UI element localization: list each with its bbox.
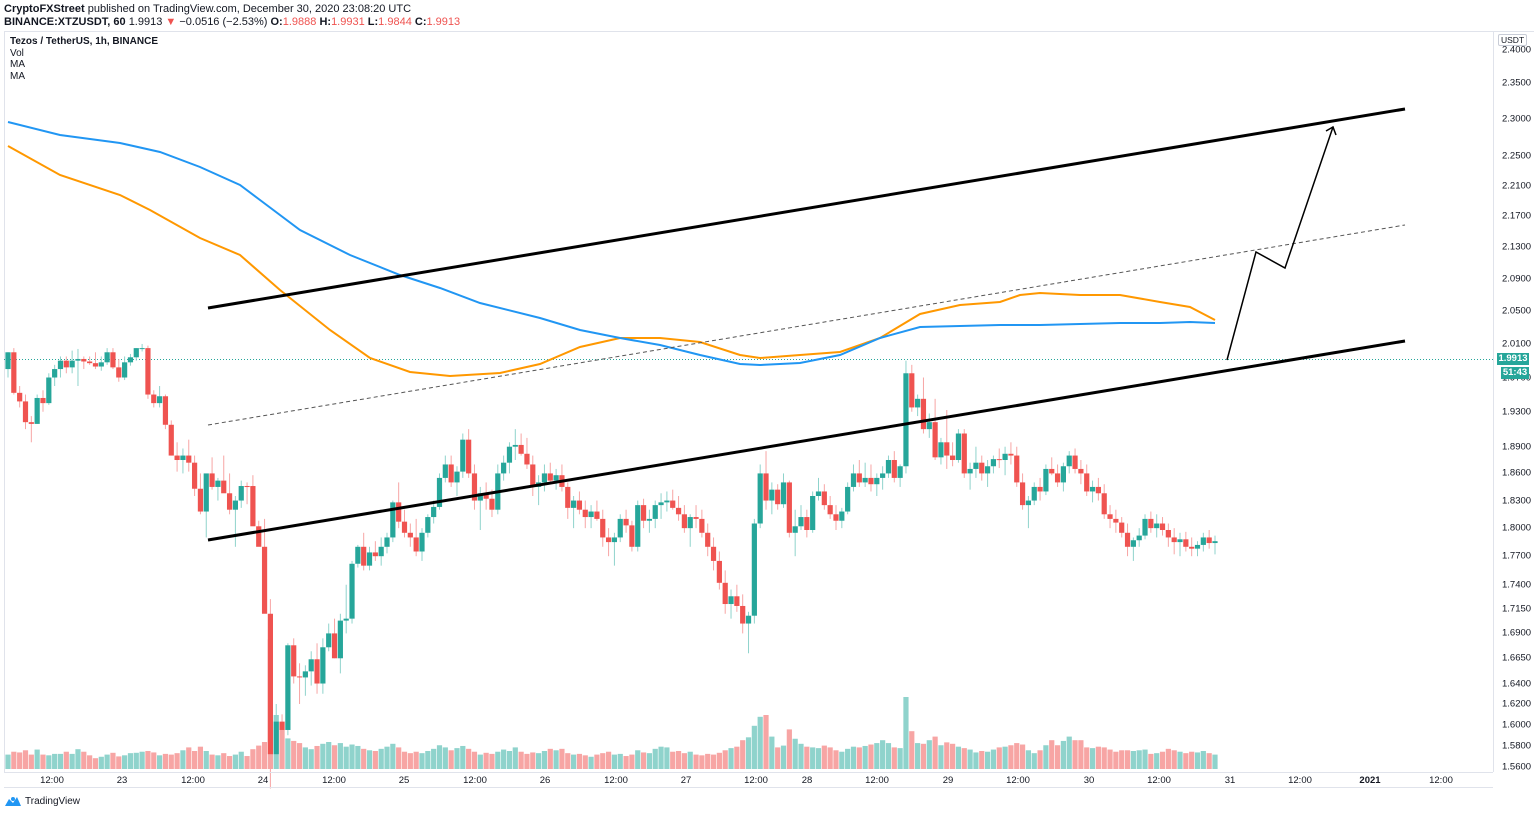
time-tick-label: 26 — [539, 775, 551, 786]
ma-fast-line — [7, 145, 1216, 378]
chart-frame — [4, 31, 1534, 772]
price-tick-label: 1.8600 — [1502, 467, 1532, 479]
tradingview-logo[interactable]: TradingView — [4, 795, 80, 807]
price-tick-label: 2.1300 — [1502, 241, 1532, 253]
projection-arrow-path[interactable] — [1226, 126, 1334, 361]
price-tick-label: 2.3000 — [1502, 113, 1532, 125]
time-tick-label: 12:00 — [1429, 775, 1453, 786]
price-tick-label: 1.6650 — [1502, 652, 1532, 664]
time-tick-label: 12:00 — [744, 775, 768, 786]
time-tick-label: 31 — [1224, 775, 1236, 786]
time-tick-label: 24 — [257, 775, 269, 786]
channel-midline-dashed[interactable] — [207, 224, 1406, 426]
price-tick-label: 2.2100 — [1502, 180, 1532, 192]
current-price-tag: 1.9913 — [1497, 353, 1529, 365]
price-tick-label: 1.8900 — [1502, 441, 1532, 453]
price-tick-label: 1.6900 — [1502, 627, 1532, 639]
time-tick-label: 12:00 — [1147, 775, 1171, 786]
time-tick-label: 28 — [801, 775, 813, 786]
volume-bars — [5, 639, 1218, 769]
price-tick-label: 1.7150 — [1502, 603, 1532, 615]
price-change: −0.0516 (−2.53%) — [179, 16, 268, 28]
time-tick-label: 12:00 — [181, 775, 205, 786]
price-tick-label: 2.1700 — [1502, 210, 1532, 222]
time-tick-label: 12:00 — [463, 775, 487, 786]
symbol-header: BINANCE:XTZUSDT, 60 1.9913 ▼ −0.0516 (−2… — [4, 16, 460, 29]
candle-countdown-tag: 51:43 — [1501, 367, 1529, 379]
last-price: 1.9913 — [128, 16, 163, 28]
ohlc-open: 1.9888 — [282, 16, 317, 28]
ohlc-high-key: H: — [319, 16, 332, 28]
ohlc-open-key: O: — [270, 16, 283, 28]
legend-title: Tezos / TetherUS, 1h, BINANCE — [10, 36, 158, 47]
price-tick-label: 2.3500 — [1502, 77, 1532, 89]
time-tick-label: 2021 — [1359, 775, 1381, 786]
symbol-label: BINANCE:XTZUSDT, 60 — [4, 16, 126, 28]
price-tick-label: 2.0500 — [1502, 305, 1532, 317]
arrow-head-icon — [1325, 125, 1337, 136]
price-tick-label: 1.8000 — [1502, 522, 1532, 534]
publish-header: CryptoFXStreet published on TradingView.… — [4, 3, 411, 16]
time-tick-label: 12:00 — [1288, 775, 1312, 786]
price-tick-label: 1.7400 — [1502, 579, 1532, 591]
channel-lower-trendline[interactable] — [207, 339, 1406, 542]
price-tick-label: 1.8300 — [1502, 495, 1532, 507]
time-tick-label: 12:00 — [1006, 775, 1030, 786]
time-tick-label: 25 — [398, 775, 410, 786]
price-axis[interactable] — [1493, 31, 1536, 772]
legend-ma-2[interactable]: MA — [10, 70, 25, 82]
publish-info: published on TradingView.com, December 3… — [87, 3, 412, 15]
candlesticks — [5, 343, 1218, 789]
ohlc-close-key: C: — [414, 16, 427, 28]
time-tick-label: 12:00 — [322, 775, 346, 786]
price-tick-label: 2.0100 — [1502, 338, 1532, 350]
time-tick-label: 30 — [1083, 775, 1095, 786]
chart-legend: Tezos / TetherUS, 1h, BINANCE Vol MA MA — [10, 36, 158, 82]
currency-badge: USDT — [1498, 34, 1528, 46]
time-tick-label: 12:00 — [40, 775, 64, 786]
time-tick-label: 27 — [680, 775, 692, 786]
price-tick-label: 2.2500 — [1502, 150, 1532, 162]
legend-vol[interactable]: Vol — [10, 47, 24, 59]
tradingview-cloud-icon — [5, 797, 21, 806]
time-tick-label: 23 — [116, 775, 128, 786]
ohlc-low: 1.9844 — [378, 16, 412, 28]
price-tick-label: 1.9300 — [1502, 406, 1532, 418]
time-tick-label: 29 — [942, 775, 954, 786]
ohlc-high: 1.9931 — [331, 16, 365, 28]
legend-ma-1[interactable]: MA — [10, 59, 25, 70]
channel-upper-trendline[interactable] — [207, 107, 1406, 310]
price-tick-label: 1.5800 — [1502, 740, 1532, 752]
time-tick-label: 12:00 — [604, 775, 628, 786]
price-tick-label: 1.6400 — [1502, 678, 1532, 690]
price-tick-label: 1.7700 — [1502, 550, 1532, 562]
price-tick-label: 1.6200 — [1502, 698, 1532, 710]
down-arrow-icon: ▼ — [165, 16, 177, 28]
ma-slow-line — [7, 121, 1216, 367]
time-tick-label: 12:00 — [865, 775, 889, 786]
price-tick-label: 2.4000 — [1502, 44, 1532, 56]
price-tick-label: 1.5600 — [1502, 761, 1532, 773]
ohlc-low-key: L: — [367, 16, 379, 28]
price-tick-label: 1.6000 — [1502, 719, 1532, 731]
price-tick-label: 2.0900 — [1502, 273, 1532, 285]
tradingview-brand: TradingView — [25, 795, 81, 807]
time-axis[interactable] — [4, 772, 1493, 788]
publisher-name: CryptoFXStreet — [4, 3, 85, 15]
ohlc-close: 1.9913 — [426, 16, 461, 28]
